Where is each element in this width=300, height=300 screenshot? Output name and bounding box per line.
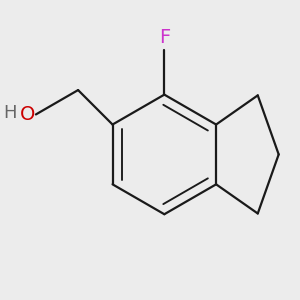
Text: O: O: [20, 105, 35, 124]
Text: F: F: [159, 28, 170, 47]
Text: H: H: [4, 104, 17, 122]
